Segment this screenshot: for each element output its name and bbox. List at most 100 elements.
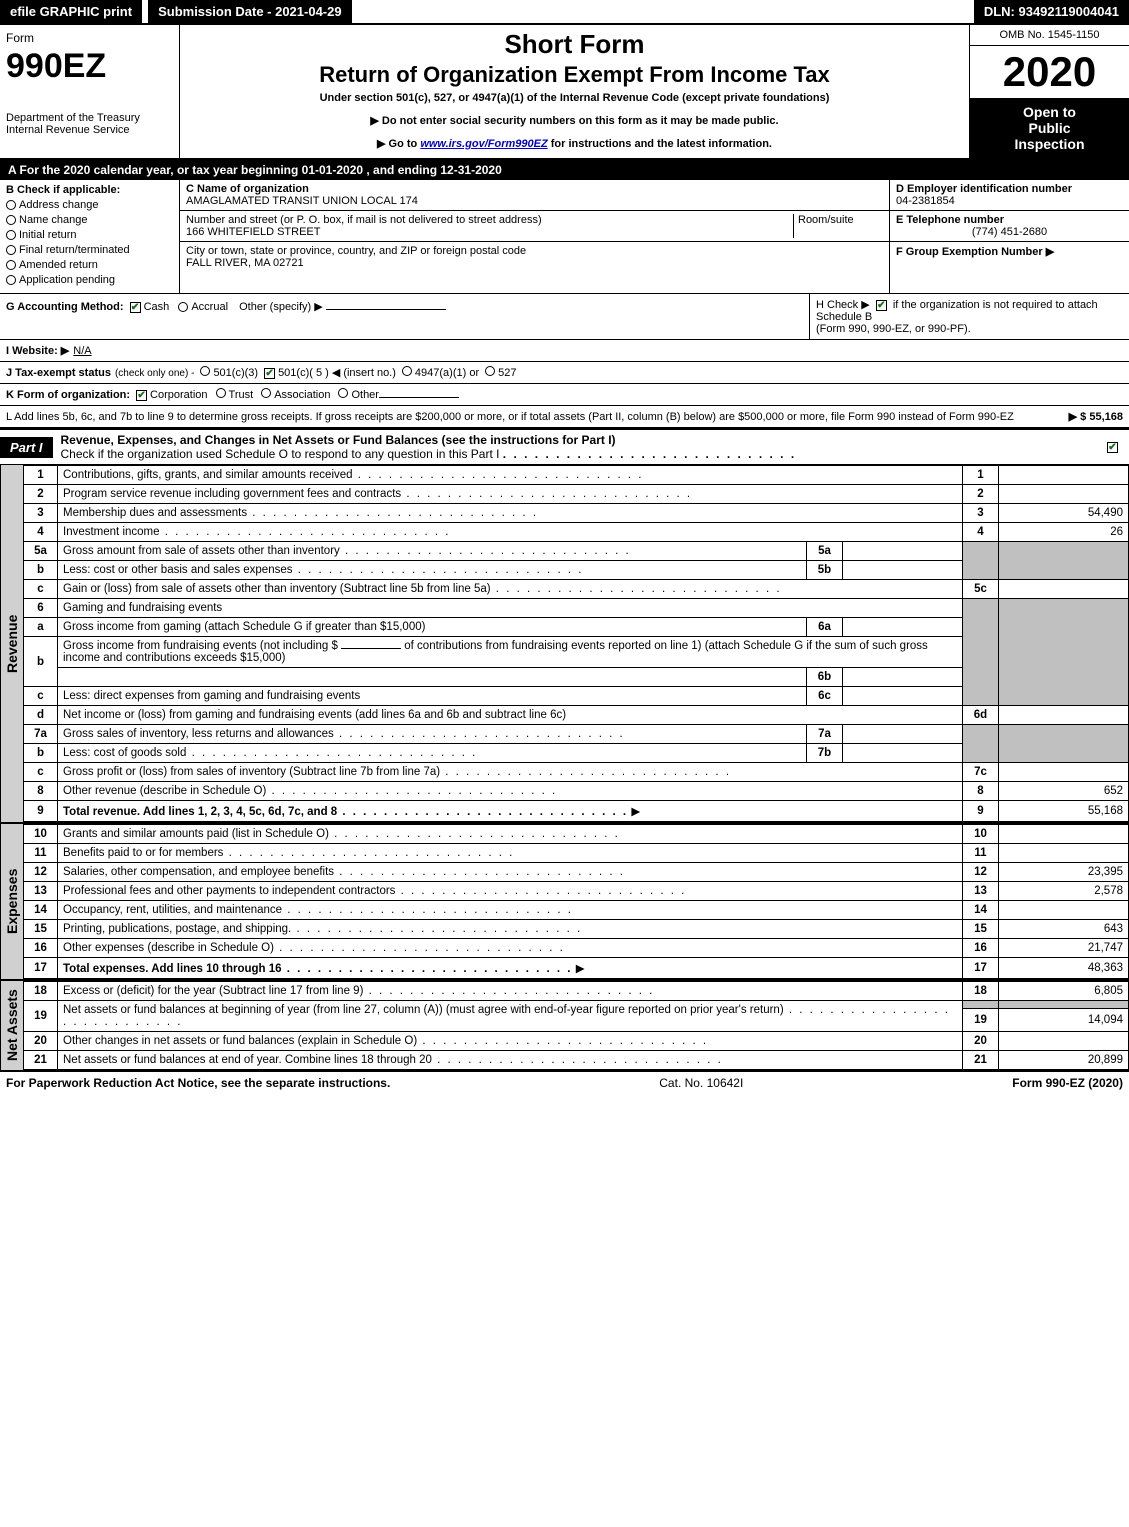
other-method-input[interactable] [326,309,446,310]
corp-checkbox[interactable] [136,390,147,401]
line-7a-subval [843,725,963,744]
inspection-badge: Open to Public Inspection [970,98,1129,158]
final-return-radio[interactable] [6,245,16,255]
line-6b-num: b [24,637,58,687]
line-13-val: 2,578 [999,882,1129,901]
section-l-text: L Add lines 5b, 6c, and 7b to line 9 to … [6,411,1014,423]
trust-radio[interactable] [216,388,226,398]
line-4-val: 26 [999,523,1129,542]
header-center: Short Form Return of Organization Exempt… [180,25,969,158]
other-org-radio[interactable] [338,388,348,398]
501c3-radio[interactable] [200,366,210,376]
line-21-num: 21 [24,1051,58,1070]
section-g: G Accounting Method: Cash Accrual Other … [0,294,809,339]
section-j: J Tax-exempt status (check only one) - 5… [0,362,1129,384]
501c3-label: 501(c)(3) [213,367,258,379]
h-text3: (Form 990, 990-EZ, or 990-PF). [816,323,971,335]
line-20-num: 20 [24,1032,58,1051]
dept-treasury: Department of the Treasury [6,112,173,124]
line-16-val: 21,747 [999,939,1129,958]
form-label: Form [6,31,173,45]
header-left: Form 990EZ Department of the Treasury In… [0,25,180,158]
net-assets-table: 18Excess or (deficit) for the year (Subt… [23,981,1129,1070]
line-21-val: 20,899 [999,1051,1129,1070]
section-l: L Add lines 5b, 6c, and 7b to line 9 to … [0,406,1129,428]
section-b-heading: B Check if applicable: [6,184,173,196]
line-6a-subval [843,618,963,637]
line-6-desc: Gaming and fundraising events [58,599,963,618]
form-of-org-label: K Form of organization: [6,389,130,401]
insert-no-label: ◀ (insert no.) [332,366,396,379]
line-13-desc: Professional fees and other payments to … [63,885,686,897]
assoc-radio[interactable] [261,388,271,398]
501c-checkbox[interactable] [264,368,275,379]
line-6a-num: a [24,618,58,637]
line-7b-desc: Less: cost of goods sold [63,747,477,759]
ssn-warning: ▶ Do not enter social security numbers o… [188,114,961,127]
part-i-schedule-o-checkbox[interactable] [1107,442,1118,453]
section-h: H Check ▶ if the organization is not req… [809,294,1129,339]
irs-instructions-link[interactable]: www.irs.gov/Form990EZ [420,138,547,150]
4947-label: 4947(a)(1) or [415,367,479,379]
line-8-desc: Other revenue (describe in Schedule O) [63,785,557,797]
dots [503,447,796,461]
section-def: D Employer identification number 04-2381… [889,180,1129,293]
line-5a-desc: Gross amount from sale of assets other t… [63,545,631,557]
paperwork-notice: For Paperwork Reduction Act Notice, see … [6,1076,390,1090]
efile-print-button[interactable]: efile GRAPHIC print [0,0,142,23]
line-6a-sub: 6a [807,618,843,637]
app-pending-radio[interactable] [6,275,16,285]
line-6b-contrib-input[interactable] [341,648,401,649]
section-c: C Name of organization AMAGLAMATED TRANS… [180,180,889,293]
name-change-radio[interactable] [6,215,16,225]
phone-value: (774) 451-2680 [896,226,1123,238]
line-15-val: 643 [999,920,1129,939]
section-a-calendar-year: A For the 2020 calendar year, or tax yea… [0,160,1129,180]
527-radio[interactable] [485,366,495,376]
527-label: 527 [498,367,516,379]
line-7b-num: b [24,744,58,763]
line-5a-num: 5a [24,542,58,561]
part-i-check-text: Check if the organization used Schedule … [61,447,500,461]
line-1-val [999,466,1129,485]
line-5b-sub: 5b [807,561,843,580]
line-9-col: 9 [963,801,999,822]
line-6c-subval [843,687,963,706]
line-5c-desc: Gain or (loss) from sale of assets other… [63,583,782,595]
initial-return-radio[interactable] [6,230,16,240]
omb-number: OMB No. 1545-1150 [970,25,1129,46]
form-version: Form 990-EZ (2020) [1012,1076,1123,1090]
cash-label: Cash [144,301,170,313]
submission-date-badge: Submission Date - 2021-04-29 [148,0,352,23]
4947-radio[interactable] [402,366,412,376]
other-org-input[interactable] [379,397,459,398]
line-20-desc: Other changes in net assets or fund bala… [63,1035,708,1047]
line-16-num: 16 [24,939,58,958]
revenue-table: 1Contributions, gifts, grants, and simil… [23,465,1129,822]
line-3-col: 3 [963,504,999,523]
line-9-num: 9 [24,801,58,822]
ein-value: 04-2381854 [896,195,1123,207]
schedule-b-checkbox[interactable] [876,300,887,311]
line-7c-col: 7c [963,763,999,782]
line-5c-num: c [24,580,58,599]
final-return-label: Final return/terminated [19,244,130,256]
part-i-badge: Part I [0,437,53,458]
accrual-radio[interactable] [178,302,188,312]
line-8-num: 8 [24,782,58,801]
line-2-desc: Program service revenue including govern… [63,488,692,500]
line-7a-desc: Gross sales of inventory, less returns a… [63,728,625,740]
line-6d-col: 6d [963,706,999,725]
cat-no: Cat. No. 10642I [659,1076,743,1090]
addr-change-radio[interactable] [6,200,16,210]
line-11-val [999,844,1129,863]
part-i-title: Revenue, Expenses, and Changes in Net As… [61,433,616,447]
amended-radio[interactable] [6,260,16,270]
line-1-num: 1 [24,466,58,485]
section-k: K Form of organization: Corporation Trus… [0,384,1129,406]
cash-checkbox[interactable] [130,302,141,313]
line-2-val [999,485,1129,504]
line-11-num: 11 [24,844,58,863]
line-10-col: 10 [963,825,999,844]
inspection-line1: Open to [974,104,1125,120]
